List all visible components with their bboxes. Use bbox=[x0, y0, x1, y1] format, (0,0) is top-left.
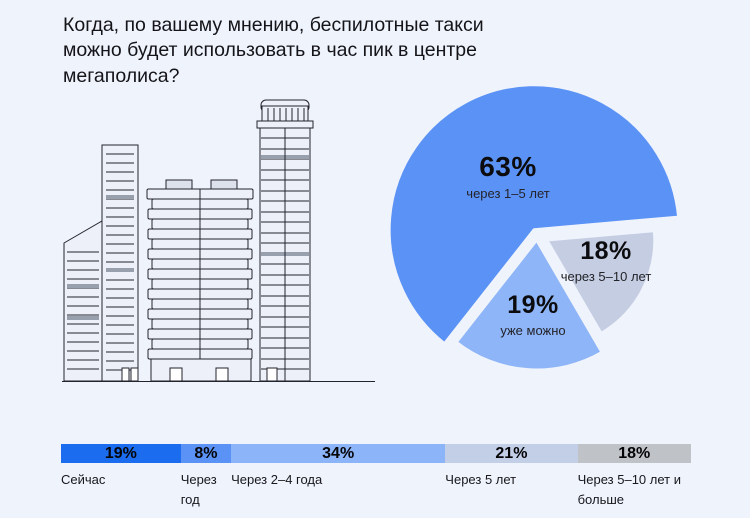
building-striped-tower bbox=[101, 144, 139, 382]
pie-slice-5-10-years bbox=[545, 229, 657, 335]
bar-segment-1-year: 8% bbox=[180, 444, 232, 463]
bar-captions: Сейчас Через год Через 2–4 года Через 5 … bbox=[61, 470, 691, 516]
survey-question-title: Когда, по вашему мнению, беспилотные так… bbox=[63, 14, 484, 87]
pie-label-group-5-10-years: 18% через 5–10 лет bbox=[560, 237, 652, 285]
pie-label-group-1-5-years: 63% через 1–5 лет bbox=[466, 151, 550, 202]
bar-segment-value: 19% bbox=[104, 444, 137, 462]
pie-label-group-now-possible: 19% уже можно bbox=[500, 291, 566, 339]
pie-slice-now-possible bbox=[454, 238, 604, 372]
timeline-stacked-bar: 19% 8% 34% 21% 18% bbox=[61, 444, 691, 463]
bar-segment-2-4-years: 34% bbox=[231, 444, 446, 463]
pie-value-now-possible: 19% bbox=[507, 291, 559, 319]
building-angled-tower bbox=[63, 220, 103, 382]
building-crowned-tower bbox=[256, 99, 314, 382]
bar-caption-5-years: Через 5 лет bbox=[445, 472, 517, 487]
bar-caption-5-10-years: Через 5–10 лет и больше bbox=[577, 472, 681, 507]
pie-sublabel-1-5-years: через 1–5 лет bbox=[466, 186, 550, 202]
pie-sublabel-now-possible: уже можно bbox=[500, 323, 566, 339]
bar-segment-now: 19% bbox=[61, 444, 181, 463]
bar-segment-value: 8% bbox=[194, 444, 218, 462]
bar-segment-5-years: 21% bbox=[445, 444, 578, 463]
building-slab-tower bbox=[146, 179, 254, 382]
pie-value-1-5-years: 63% bbox=[479, 151, 537, 182]
bar-segment-value: 18% bbox=[618, 444, 651, 462]
bar-caption-1-year: Через год bbox=[180, 472, 217, 507]
pie-sublabel-5-10-years: через 5–10 лет bbox=[560, 269, 652, 285]
pie-slice-1-5-years bbox=[387, 83, 681, 346]
pie-value-5-10-years: 18% bbox=[580, 237, 632, 265]
bar-segment-value: 21% bbox=[495, 444, 528, 462]
bar-segment-value: 34% bbox=[322, 444, 355, 462]
bar-caption-now: Сейчас bbox=[61, 472, 106, 487]
bar-caption-2-4-years: Через 2–4 года bbox=[231, 472, 323, 487]
bar-segment-5-10-years: 18% bbox=[577, 444, 691, 463]
